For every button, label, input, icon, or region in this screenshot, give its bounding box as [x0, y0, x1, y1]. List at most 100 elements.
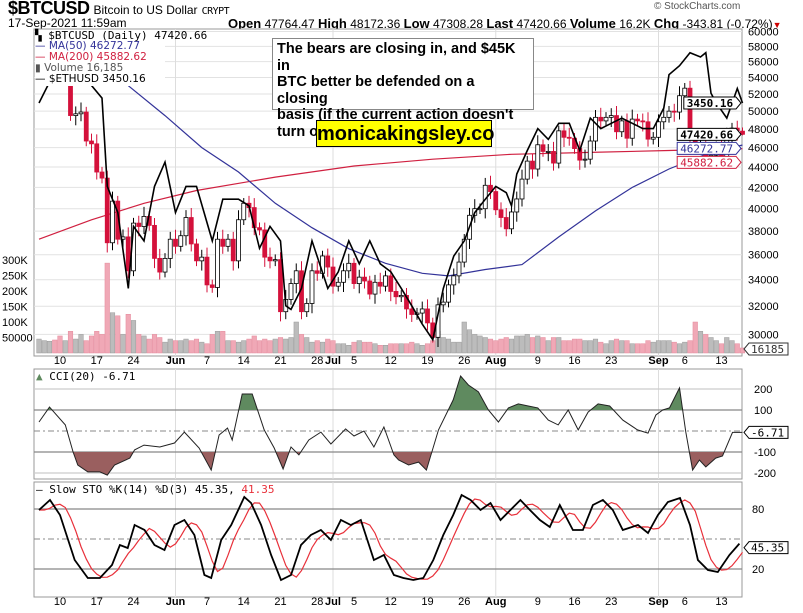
volume-bar	[624, 340, 630, 354]
annotation-line: basis (if the current action doesn't	[277, 107, 514, 123]
price-tick-label: 46000	[748, 143, 779, 155]
volume-bar	[125, 314, 131, 354]
volume-bar	[634, 343, 641, 354]
date-tick-label: 5	[351, 355, 357, 367]
candle-body	[325, 255, 331, 268]
candle-body	[488, 184, 493, 192]
candle-body	[157, 257, 163, 273]
cci-positive-fill	[39, 376, 743, 410]
volume-bar	[304, 337, 310, 354]
date-tick-label: 23	[605, 596, 617, 608]
volume-bar	[603, 343, 609, 354]
volume-bar	[99, 334, 105, 354]
volume-bar	[267, 340, 273, 354]
candle-body	[535, 144, 541, 170]
price-tick-label: 44000	[748, 162, 779, 174]
volume-bar	[566, 340, 572, 354]
eth-tag-box	[683, 96, 742, 110]
volume-bar	[57, 335, 63, 354]
volume-bar	[477, 335, 483, 354]
date-tick-label: 12	[385, 355, 397, 367]
volume-bar	[277, 337, 284, 354]
date-tick-label: 10	[54, 355, 66, 367]
volume-bar	[556, 337, 562, 354]
volume-bar	[120, 334, 126, 354]
last-value: 47420.66	[516, 17, 567, 31]
candle-body	[73, 113, 79, 116]
candle-body	[335, 281, 341, 287]
cci-tick-label: -100	[754, 447, 776, 459]
volume-bar	[608, 340, 614, 354]
low-label: Low	[403, 16, 430, 31]
candle-body	[141, 216, 147, 227]
date-tick-label: Jul	[325, 355, 341, 367]
sto-tag-box	[743, 541, 789, 555]
candle-body	[561, 130, 567, 138]
volume-bar	[251, 335, 257, 354]
candle-body	[272, 259, 278, 262]
eth-tag: 3450.16	[683, 96, 742, 110]
price-tick-label: 56000	[748, 57, 779, 69]
high-value: 48172.36	[350, 17, 401, 31]
candle-body	[152, 224, 157, 259]
candle-body	[509, 211, 514, 230]
ma50-tag: 46272.77	[676, 141, 742, 155]
legend-ma50-text: MA(50) 46272.77	[48, 40, 141, 52]
legend-ma200: — MA(200) 45882.62	[35, 51, 147, 63]
volume-bar	[361, 341, 368, 354]
volume-bar	[309, 341, 315, 354]
date-tick-label: 13	[715, 355, 727, 367]
cci-tag-box	[743, 425, 789, 439]
main-legend: ▚ $BTCUSD (Daily) 47420.66 — MA(50) 4627…	[35, 29, 207, 86]
cci-tick-label: 200	[754, 384, 772, 396]
volume-bar	[235, 341, 242, 354]
volume-bar	[687, 340, 693, 354]
volume-bar	[718, 343, 725, 354]
candle-body	[593, 116, 598, 142]
volume-bar	[214, 331, 221, 354]
last-label: Last	[486, 16, 514, 31]
candle-body	[167, 238, 173, 259]
volume-bar	[561, 340, 567, 354]
candle-body	[173, 238, 178, 247]
volume-bar	[382, 345, 389, 354]
volume-bar	[283, 338, 289, 354]
volume-bar	[461, 321, 467, 354]
candle-body	[183, 217, 189, 237]
volume-bar	[109, 312, 116, 354]
volume-tick-label: 50000	[2, 333, 33, 345]
legend-volume: ▮ Volume 16,185	[35, 63, 165, 74]
volume-bar	[367, 341, 373, 354]
volume-bar	[220, 331, 226, 354]
date-tick-label: 19	[421, 596, 433, 608]
volume-bar	[550, 337, 557, 354]
price-tick-label: 54000	[748, 73, 779, 85]
legend-ma50: — MA(50) 46272.77	[35, 40, 141, 52]
volume-tick-label: 300K	[2, 255, 28, 267]
open-value: 47764.47	[264, 17, 315, 31]
candle-body	[530, 160, 535, 170]
legend-volume-text: Volume 16,185	[44, 62, 124, 74]
ma50-tag-text: 46272.77	[680, 142, 733, 155]
volume-bar	[545, 340, 551, 354]
date-tick-label: 19	[421, 355, 433, 367]
quote-bar: Open 47764.47 High 48172.36 Low 47308.28…	[228, 17, 782, 32]
volume-bar	[388, 343, 394, 354]
candle-body	[446, 284, 451, 303]
candle-icon: ▚	[35, 29, 42, 42]
volume-bar	[503, 337, 509, 354]
candle-body	[215, 238, 220, 288]
volume-bar	[409, 341, 415, 354]
volume-bar	[377, 345, 383, 354]
candle-body	[682, 87, 688, 97]
legend-eth: — $ETHUSD 3450.16	[35, 73, 146, 85]
sto-tick-label: 80	[752, 504, 764, 516]
date-tick-label: 13	[715, 596, 727, 608]
price-tick-label: 48000	[748, 124, 779, 136]
candle-body	[545, 151, 551, 153]
cci-value: -6.71	[102, 370, 136, 383]
candle-body	[451, 275, 457, 286]
sto-tag-text: 45.35	[751, 542, 784, 555]
volume-bar	[293, 321, 299, 354]
sto-k-value: 45.35	[194, 483, 229, 496]
